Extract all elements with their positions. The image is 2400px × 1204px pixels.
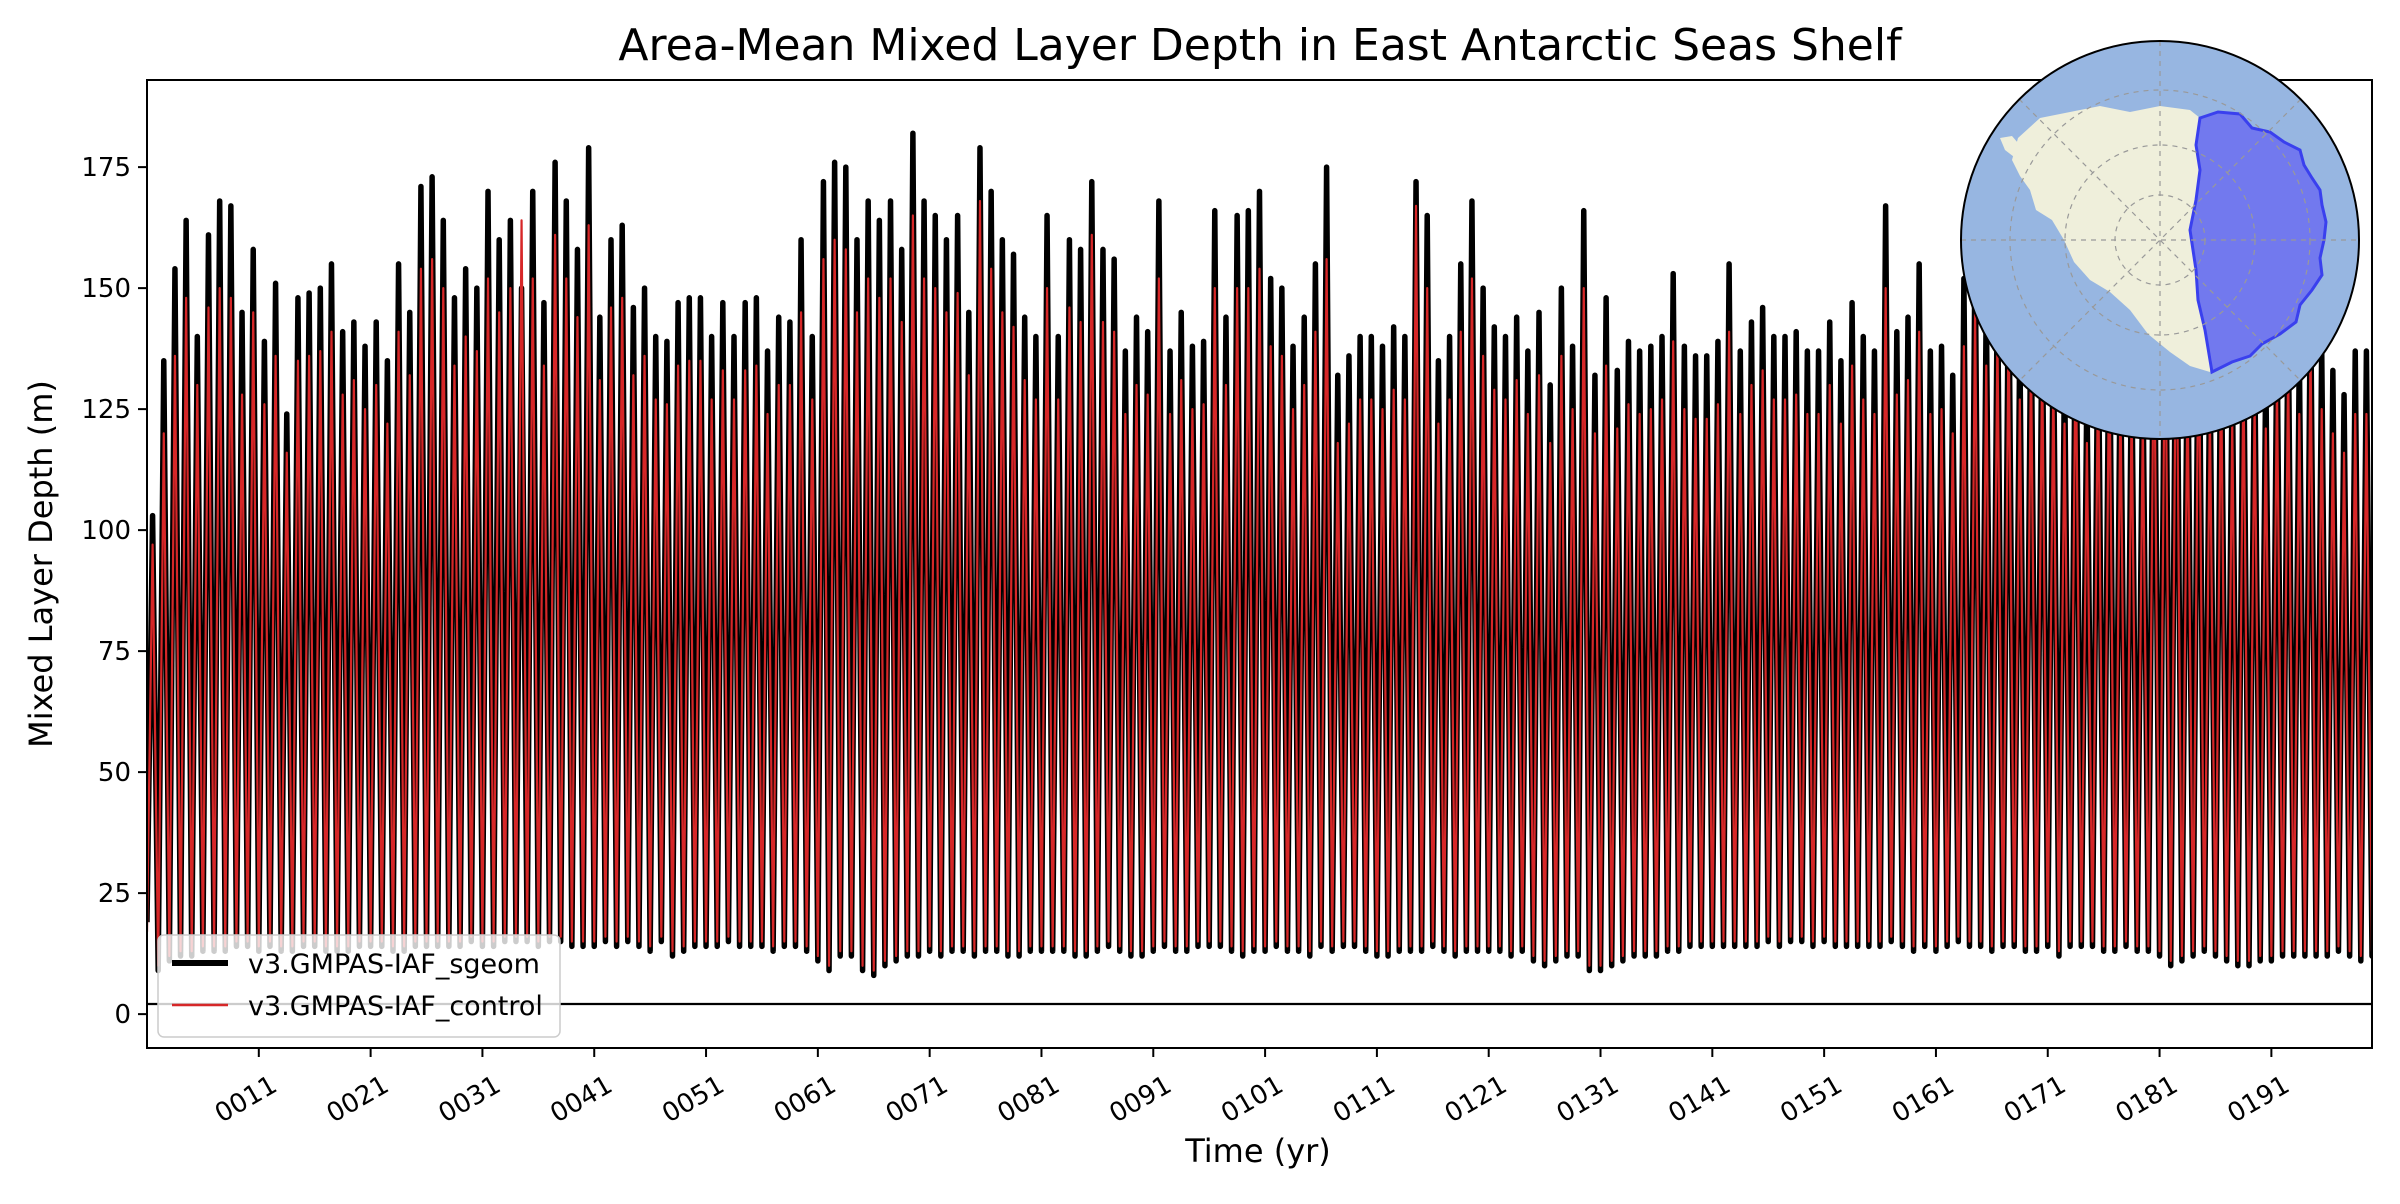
y-axis-label: Mixed Layer Depth (m) xyxy=(22,380,60,748)
y-tick-label: 50 xyxy=(98,758,131,788)
legend-label-sgeom: v3.GMPAS-IAF_sgeom xyxy=(248,949,540,980)
chart-title: Area-Mean Mixed Layer Depth in East Anta… xyxy=(618,20,1903,71)
y-tick-label: 125 xyxy=(81,395,131,425)
inset-map xyxy=(1960,40,2360,440)
y-tick-label: 0 xyxy=(114,1000,131,1030)
map-rim xyxy=(1960,40,2360,440)
east-antarctic-shelf-region xyxy=(2188,110,2328,375)
y-tick-label: 25 xyxy=(98,879,131,909)
legend-label-control: v3.GMPAS-IAF_control xyxy=(248,991,543,1022)
x-axis-label: Time (yr) xyxy=(1184,1132,1331,1170)
y-tick-label: 175 xyxy=(81,153,131,183)
series-layer xyxy=(147,130,2372,979)
antarctica-land xyxy=(2012,106,2212,372)
y-axis: 0 25 50 75 100 125 150 175 xyxy=(81,153,147,1030)
map-content xyxy=(1961,41,2359,439)
plot-frame xyxy=(146,79,2373,1049)
antarctic-peninsula xyxy=(2000,136,2024,160)
legend: v3.GMPAS-IAF_sgeom v3.GMPAS-IAF_control xyxy=(157,934,561,1038)
y-tick-label: 100 xyxy=(81,516,131,546)
y-tick-label: 75 xyxy=(98,637,131,667)
legend-box xyxy=(157,934,561,1038)
map-graticule xyxy=(1961,41,2359,439)
y-tick-label: 150 xyxy=(81,274,131,304)
series-line-control xyxy=(147,199,2372,972)
